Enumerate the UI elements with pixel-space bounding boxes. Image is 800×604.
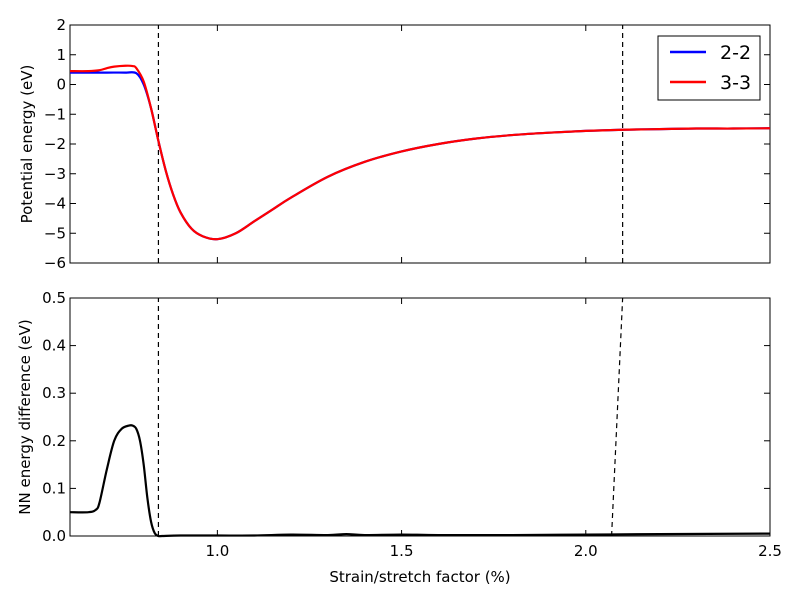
y-tick-label: 0.2 [42,432,66,450]
series-line-3-3 [69,64,771,241]
series-group [69,424,771,538]
tick-group: 0.5 0.4 0.3 0.2 0.1 0.0 1.0 1.5 2.0 2.5 [42,289,782,560]
vline-group [157,25,624,263]
y-tick-label: −3 [44,165,66,183]
series-line [69,424,771,538]
tick-group: 2 1 0 −1 −2 −3 −4 −5 −6 [44,16,771,272]
y-tick-label: −2 [44,135,66,153]
y-tick-label: 0.4 [42,337,66,355]
y-axis-label: Potential energy (eV) [18,65,36,224]
nn-energy-difference-panel: 0.5 0.4 0.3 0.2 0.1 0.0 1.0 1.5 2.0 2.5 NN energy… [16,289,782,586]
legend: 2-2 3-3 [657,35,761,101]
x-tick-label: 2.5 [758,542,782,560]
y-tick-label: 1 [56,46,66,64]
legend-box [657,35,761,101]
plot-area-frame [69,297,771,537]
y-tick-label: −1 [44,105,66,123]
dashed-vline [610,297,624,537]
series-group [69,64,771,241]
potential-energy-panel: 2 1 0 −1 −2 −3 −4 −5 −6 Potential energy (eV) 2-… [18,16,771,272]
y-tick-label: 0.0 [42,527,66,545]
y-tick-label: 0.1 [42,479,66,497]
legend-entry-2-2: 2-2 [720,42,751,64]
y-tick-label: 0 [56,76,66,94]
y-tick-label: −4 [44,195,66,213]
y-axis-label: NN energy difference (eV) [16,319,34,515]
legend-entry-3-3: 3-3 [720,72,751,94]
x-tick-label: 2.0 [574,542,598,560]
x-tick-label: 1.0 [205,542,229,560]
y-tick-label: 0.3 [42,384,66,402]
x-axis-label: Strain/stretch factor (%) [329,568,510,586]
x-tick-label: 1.5 [390,542,414,560]
y-tick-label: −6 [44,254,66,272]
y-tick-label: 0.5 [42,289,66,307]
y-tick-label: 2 [56,16,66,34]
y-tick-label: −5 [44,224,66,242]
vline-group [157,297,624,537]
